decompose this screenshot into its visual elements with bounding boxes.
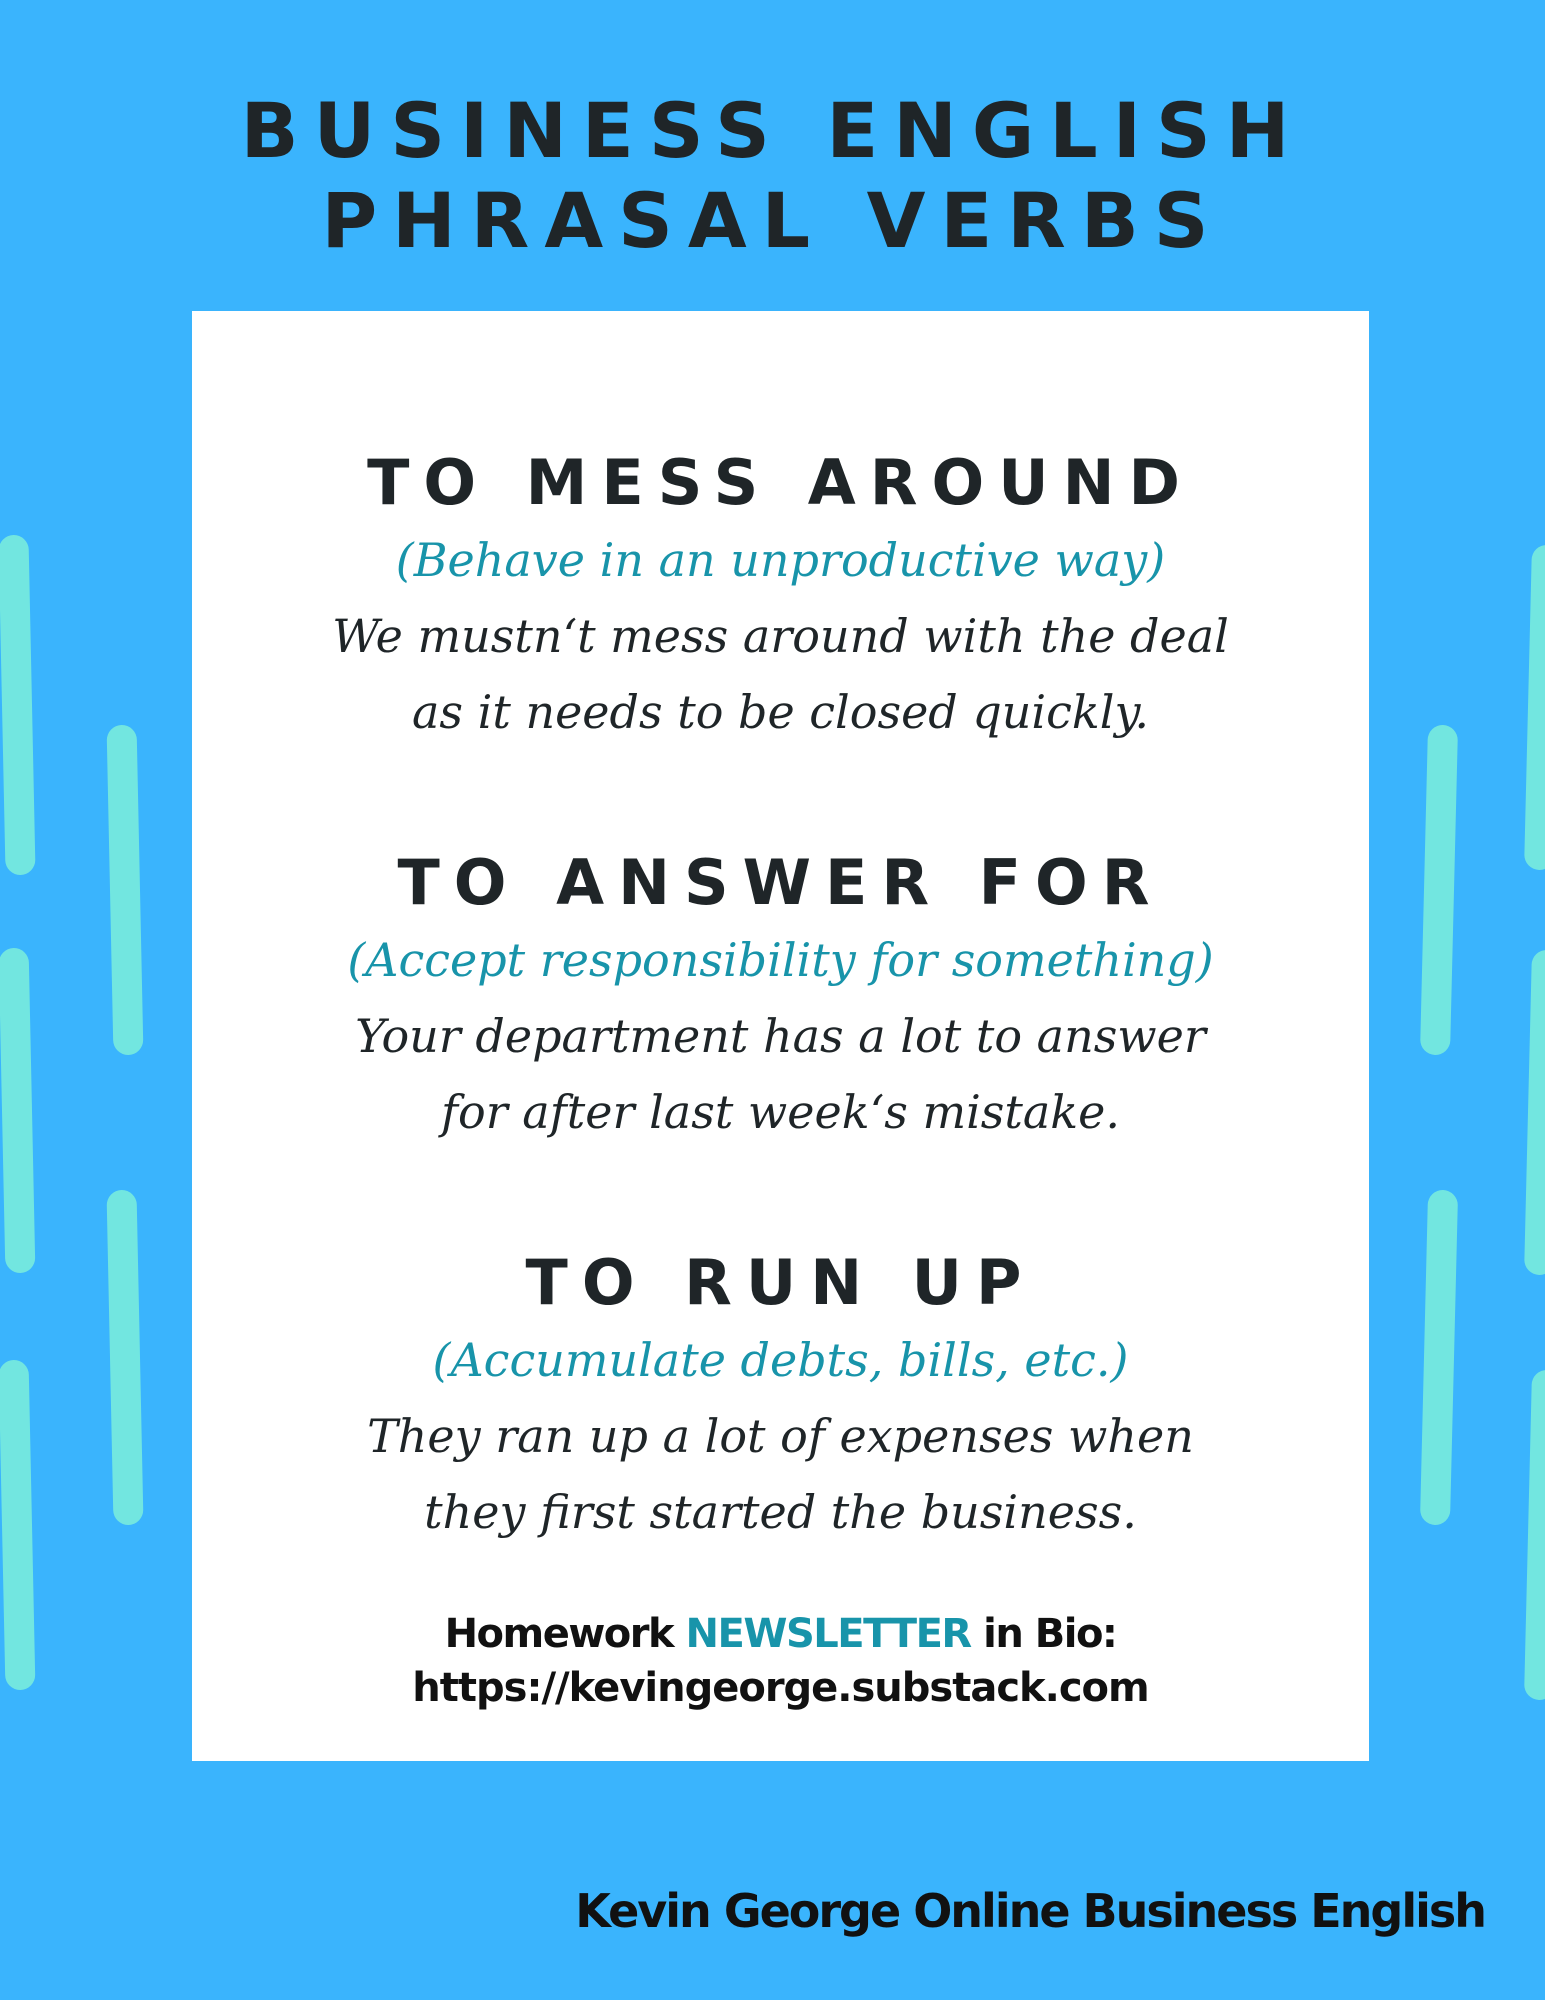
decorative-dash <box>106 1189 144 1526</box>
phrasal-verb-heading: TO MESS AROUND <box>367 446 1194 519</box>
decorative-dash <box>0 1359 36 1691</box>
page-title: BUSINESS ENGLISH PHRASAL VERBS <box>0 86 1545 266</box>
example-sentence-line: We mustn‘t mess around with the deal <box>332 609 1229 663</box>
example-sentence-line: They ran up a lot of expenses when <box>367 1409 1194 1463</box>
phrasal-verb-meaning: (Accumulate debts, bills, etc.) <box>432 1333 1129 1387</box>
newsletter-prefix: Homework <box>444 1611 675 1657</box>
phrasal-verb-entry-1: TO MESS AROUND (Behave in an unproductiv… <box>192 444 1369 750</box>
newsletter-callout: Homework NEWSLETTER in Bio: https://kevi… <box>192 1607 1369 1715</box>
phrasal-verb-meaning: (Behave in an unproductive way) <box>395 533 1166 587</box>
example-sentence-line: as it needs to be closed quickly. <box>411 685 1149 739</box>
example-sentence-line: they first started the business. <box>424 1485 1137 1539</box>
title-line-2: PHRASAL VERBS <box>321 176 1224 265</box>
content-card: TO MESS AROUND (Behave in an unproductiv… <box>192 311 1369 1761</box>
phrasal-verb-meaning: (Accept responsibility for something) <box>347 933 1214 987</box>
newsletter-highlight: NEWSLETTER <box>685 1611 973 1657</box>
decorative-dash <box>1524 949 1545 1276</box>
decorative-dash <box>1419 1189 1459 1526</box>
decorative-dash <box>1419 724 1459 1056</box>
decorative-dash <box>1523 1369 1545 1701</box>
decorative-dash <box>0 534 36 876</box>
decorative-dash <box>1524 544 1545 871</box>
decorative-dash <box>0 947 36 1274</box>
footer-brand: Kevin George Online Business English <box>575 1884 1487 1938</box>
decorative-dash <box>106 724 144 1056</box>
newsletter-suffix: in Bio: <box>983 1611 1118 1657</box>
phrasal-verb-entry-2: TO ANSWER FOR (Accept responsibility for… <box>192 844 1369 1150</box>
example-sentence-line: for after last week‘s mistake. <box>440 1085 1121 1139</box>
example-sentence-line: Your department has a lot to answer <box>355 1009 1206 1063</box>
newsletter-url: https://kevingeorge.substack.com <box>412 1665 1149 1711</box>
phrasal-verb-heading: TO ANSWER FOR <box>397 846 1164 919</box>
title-line-1: BUSINESS ENGLISH <box>240 86 1305 175</box>
phrasal-verb-entry-3: TO RUN UP (Accumulate debts, bills, etc.… <box>192 1244 1369 1550</box>
phrasal-verb-heading: TO RUN UP <box>525 1246 1036 1319</box>
